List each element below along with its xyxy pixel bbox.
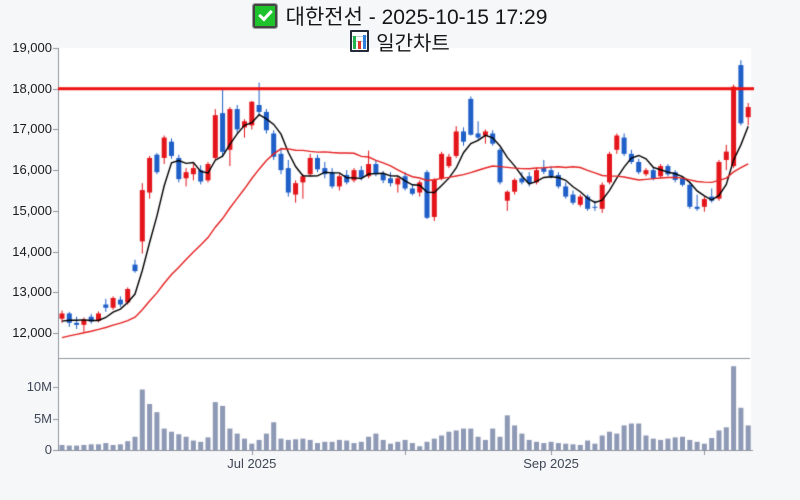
month-axis-label: Sep 2025 (523, 456, 579, 471)
title-line-1: 대한전선 - 2025-10-15 17:29 (0, 3, 800, 29)
chart-subtitle: 일간차트 (376, 32, 450, 55)
icon-bar-green (353, 36, 357, 49)
icon-bar-red (358, 41, 362, 49)
icon-bar-blue (363, 35, 367, 49)
title-line-2: 일간차트 (0, 29, 800, 55)
price-axis-label: 14,000 (12, 243, 52, 259)
checkbox-checked-icon (251, 3, 278, 29)
title-block: 대한전선 - 2025-10-15 17:29 일간차트 (0, 3, 800, 55)
price-axis-label: 15,000 (12, 202, 52, 218)
price-axis-label: 18,000 (12, 80, 52, 96)
price-axis-label: 17,000 (12, 121, 52, 137)
checkmark-glyph (257, 6, 273, 22)
price-axis-label: 19,000 (12, 40, 52, 55)
bar-chart-icon (350, 30, 370, 52)
chart-title: 대한전선 - 2025-10-15 17:29 (285, 6, 548, 29)
volume-axis-label: 0 (44, 442, 52, 457)
month-axis-label: Jul 2025 (227, 456, 277, 471)
volume-axis-label: 10M (26, 379, 52, 394)
price-axis-label: 16,000 (12, 162, 52, 178)
price-axis-label: 12,000 (12, 325, 52, 340)
price-axis-label: 13,000 (12, 284, 52, 300)
icon-gridline (352, 36, 368, 37)
volume-axis-label: 5M (33, 410, 52, 426)
